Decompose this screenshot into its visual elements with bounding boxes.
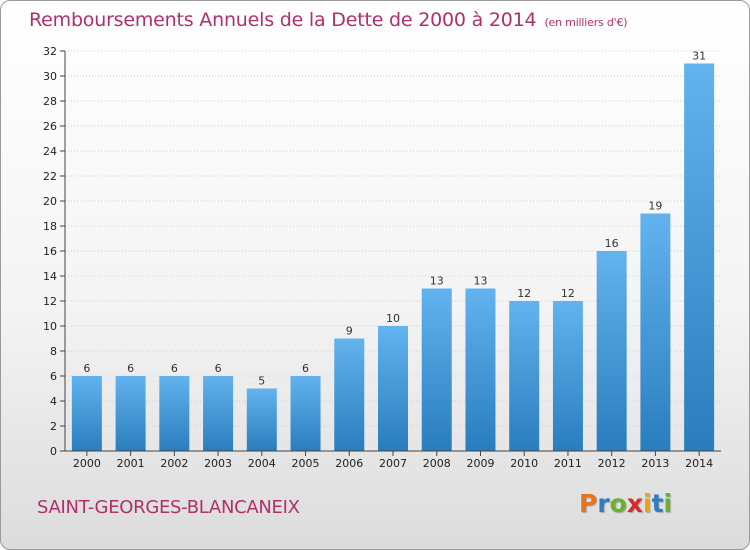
y-tick-label: 30 — [43, 70, 57, 83]
x-tick-label: 2012 — [598, 457, 626, 470]
x-tick-label: 2001 — [117, 457, 145, 470]
bar — [203, 376, 234, 451]
data-label: 5 — [258, 375, 265, 388]
y-tick-label: 28 — [43, 95, 57, 108]
x-tick-label: 2008 — [423, 457, 451, 470]
bar — [290, 376, 321, 451]
bar — [684, 63, 715, 451]
y-tick-label: 20 — [43, 195, 57, 208]
y-tick-label: 32 — [43, 45, 57, 58]
bar — [421, 288, 452, 451]
bar — [159, 376, 190, 451]
y-tick-label: 6 — [50, 370, 57, 383]
data-label: 6 — [171, 362, 178, 375]
data-label: 9 — [346, 325, 353, 338]
data-label: 13 — [473, 275, 487, 288]
bar — [246, 388, 277, 451]
y-tick-label: 16 — [43, 245, 57, 258]
x-tick-label: 2006 — [335, 457, 363, 470]
y-tick-label: 10 — [43, 320, 57, 333]
y-tick-label: 12 — [43, 295, 57, 308]
y-tick-label: 2 — [50, 420, 57, 433]
x-tick-label: 2003 — [204, 457, 232, 470]
data-label: 6 — [83, 362, 90, 375]
x-tick-label: 2010 — [510, 457, 538, 470]
y-tick-label: 22 — [43, 170, 57, 183]
chart-title-text: Remboursements Annuels de la Dette de 20… — [29, 9, 537, 31]
x-tick-label: 2011 — [554, 457, 582, 470]
x-tick-label: 2014 — [685, 457, 713, 470]
y-tick-label: 0 — [50, 445, 57, 458]
data-label: 31 — [692, 50, 706, 63]
data-label: 13 — [430, 275, 444, 288]
bar — [552, 301, 583, 451]
logo-letter: i — [643, 489, 652, 518]
bar — [71, 376, 102, 451]
commune-name: SAINT-GEORGES-BLANCANEIX — [37, 497, 300, 518]
logo-letter: P — [579, 489, 598, 518]
y-tick-label: 18 — [43, 220, 57, 233]
data-label: 12 — [561, 287, 575, 300]
bar — [465, 288, 496, 451]
data-label: 10 — [386, 312, 400, 325]
logo-letter: x — [626, 489, 643, 518]
data-label: 12 — [517, 287, 531, 300]
bar — [596, 251, 627, 451]
logo-letter: o — [609, 489, 627, 518]
bar — [378, 326, 408, 451]
data-label: 19 — [648, 200, 662, 213]
data-label: 6 — [127, 362, 134, 375]
proxiti-logo: Proxiti — [579, 489, 672, 518]
y-tick-label: 26 — [43, 120, 57, 133]
data-label: 6 — [302, 362, 309, 375]
y-tick-label: 14 — [43, 270, 57, 283]
bars: 6 6 6 6 5 6 9 10 13 13 12 12 16 19 31 — [71, 50, 715, 451]
y-tick-label: 4 — [50, 395, 57, 408]
bar — [334, 338, 365, 451]
bar — [640, 213, 671, 451]
logo-letter: t — [651, 489, 664, 518]
x-tick-label: 2009 — [466, 457, 494, 470]
bar — [115, 376, 146, 451]
x-tick-label: 2002 — [160, 457, 188, 470]
bar — [509, 301, 540, 451]
x-tick-label: 2004 — [248, 457, 276, 470]
data-label: 6 — [215, 362, 222, 375]
chart-title-unit: (en milliers d'€) — [544, 16, 628, 29]
data-label: 16 — [605, 237, 619, 250]
x-tick-label: 2005 — [292, 457, 320, 470]
chart-title: Remboursements Annuels de la Dette de 20… — [29, 9, 628, 31]
logo-letter: r — [597, 489, 610, 518]
y-tick-label: 8 — [50, 345, 57, 358]
x-tick-label: 2000 — [73, 457, 101, 470]
x-tick-label: 2007 — [379, 457, 407, 470]
x-tick-label: 2013 — [641, 457, 669, 470]
logo-letter: i — [663, 489, 673, 518]
y-tick-label: 24 — [43, 145, 57, 158]
